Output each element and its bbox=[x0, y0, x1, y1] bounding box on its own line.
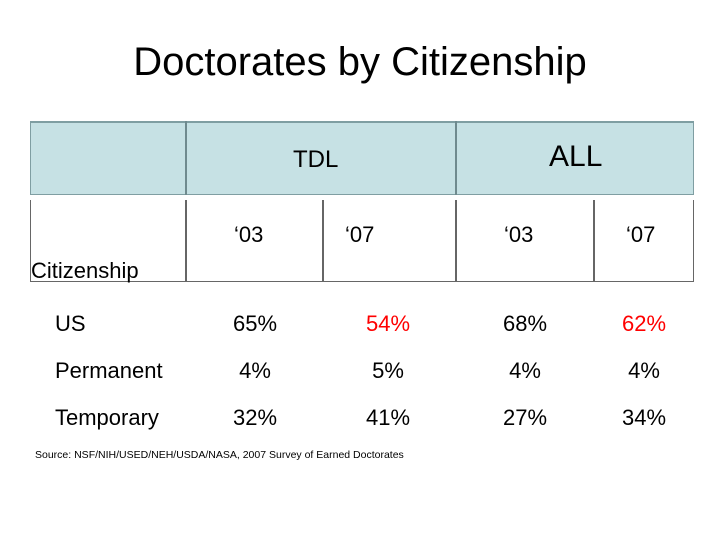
subheader-cell bbox=[186, 200, 323, 282]
header-cell-tdl bbox=[187, 121, 455, 195]
header-cell-blank bbox=[30, 121, 185, 195]
cell-us-tdl-07: 54% bbox=[365, 311, 411, 336]
group-label-all: ALL bbox=[549, 140, 603, 173]
subheader-cell bbox=[323, 200, 456, 282]
year-label-all-03: ‘03 bbox=[504, 222, 534, 247]
cell-permanent-all-07: 4% bbox=[628, 358, 660, 383]
subheader-cell bbox=[456, 200, 594, 282]
header-divider bbox=[455, 121, 457, 195]
slide-title: Doctorates by Citizenship bbox=[133, 40, 587, 84]
cell-us-all-07: 62% bbox=[621, 311, 667, 336]
source-note: Source: NSF/NIH/USED/NEH/USDA/NASA, 2007… bbox=[35, 449, 404, 461]
cell-us-tdl-03: 65% bbox=[232, 311, 278, 336]
subheader-cell bbox=[30, 200, 186, 282]
cell-temporary-tdl-03: 32% bbox=[232, 405, 278, 430]
header-cell-all bbox=[457, 121, 694, 195]
year-label-tdl-03: ‘03 bbox=[234, 222, 264, 247]
cell-permanent-all-03: 4% bbox=[509, 358, 541, 383]
cell-temporary-all-03: 27% bbox=[502, 405, 548, 430]
cell-temporary-all-07: 34% bbox=[621, 405, 667, 430]
year-label-all-07: ‘07 bbox=[626, 222, 656, 247]
group-label-tdl: TDL bbox=[293, 146, 339, 173]
subheader-cell bbox=[594, 200, 694, 282]
row-header-citizenship: Citizenship bbox=[31, 258, 139, 283]
header-divider bbox=[185, 121, 187, 195]
header-outline bbox=[30, 121, 694, 195]
row-label-us: US bbox=[55, 311, 86, 336]
cell-permanent-tdl-03: 4% bbox=[239, 358, 271, 383]
cell-permanent-tdl-07: 5% bbox=[372, 358, 404, 383]
year-label-tdl-07: ‘07 bbox=[345, 222, 375, 247]
row-label-temporary: Temporary bbox=[55, 405, 159, 430]
cell-us-all-03: 68% bbox=[502, 311, 548, 336]
cell-temporary-tdl-07: 41% bbox=[365, 405, 411, 430]
row-label-permanent: Permanent bbox=[55, 358, 163, 383]
